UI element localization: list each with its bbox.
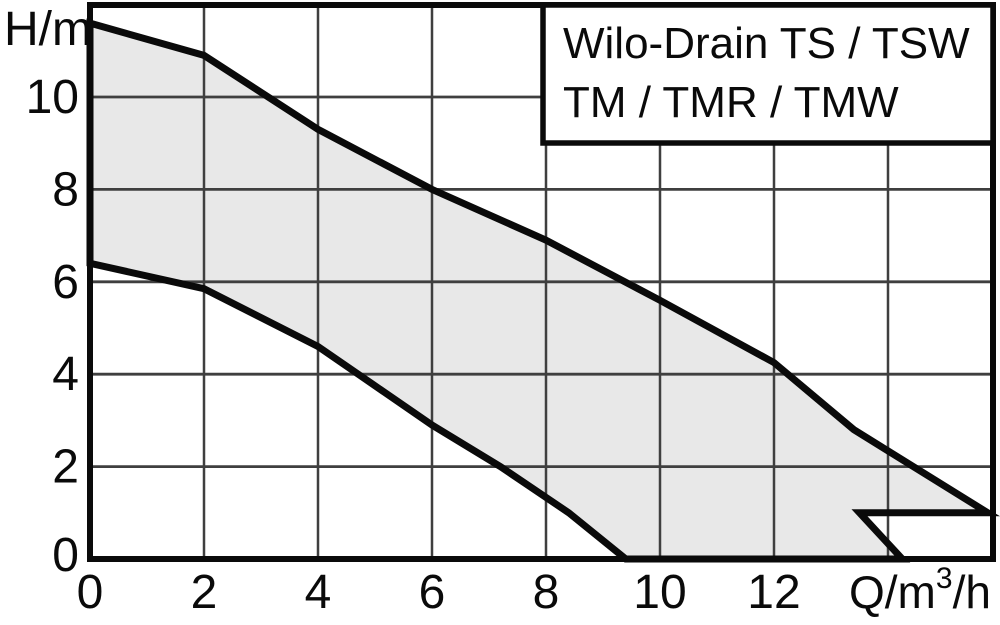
y-tick-label: 0	[52, 529, 79, 582]
operating-range-band-fill	[90, 23, 988, 560]
tick-labels: 0 2 4 6 8 10 0 2 4 6 8 10 12	[26, 71, 801, 619]
y-axis-label: H/m	[4, 3, 92, 56]
operating-range-band-outline	[86, 18, 1000, 563]
envelope-curves	[86, 18, 1000, 563]
x-tick-label: 10	[633, 566, 686, 619]
x-tick-label: 8	[533, 566, 560, 619]
x-tick-label: 2	[191, 566, 218, 619]
y-tick-label: 4	[52, 348, 79, 401]
y-tick-label: 6	[52, 256, 79, 309]
x-tick-label: 4	[305, 566, 332, 619]
y-tick-label: 8	[52, 163, 79, 216]
chart-title-line-1: Wilo-Drain TS / TSW	[563, 19, 970, 68]
y-tick-label: 10	[26, 71, 79, 124]
x-tick-label: 6	[419, 566, 446, 619]
x-tick-label: 12	[747, 566, 800, 619]
chart-title-box: Wilo-Drain TS / TSW TM / TMR / TMW	[540, 2, 996, 146]
chart-title-box-frame	[540, 2, 996, 146]
x-axis-label-superscript: 3	[936, 562, 953, 595]
x-axis-label-post: /h	[953, 566, 991, 618]
operating-range-region	[90, 23, 988, 560]
chart-title-line-2: TM / TMR / TMW	[563, 78, 899, 127]
x-axis-label: Q/m3/h	[849, 562, 991, 618]
x-axis-label-pre: Q/m	[849, 566, 936, 618]
x-tick-label: 0	[77, 566, 104, 619]
y-tick-label: 2	[52, 441, 79, 494]
